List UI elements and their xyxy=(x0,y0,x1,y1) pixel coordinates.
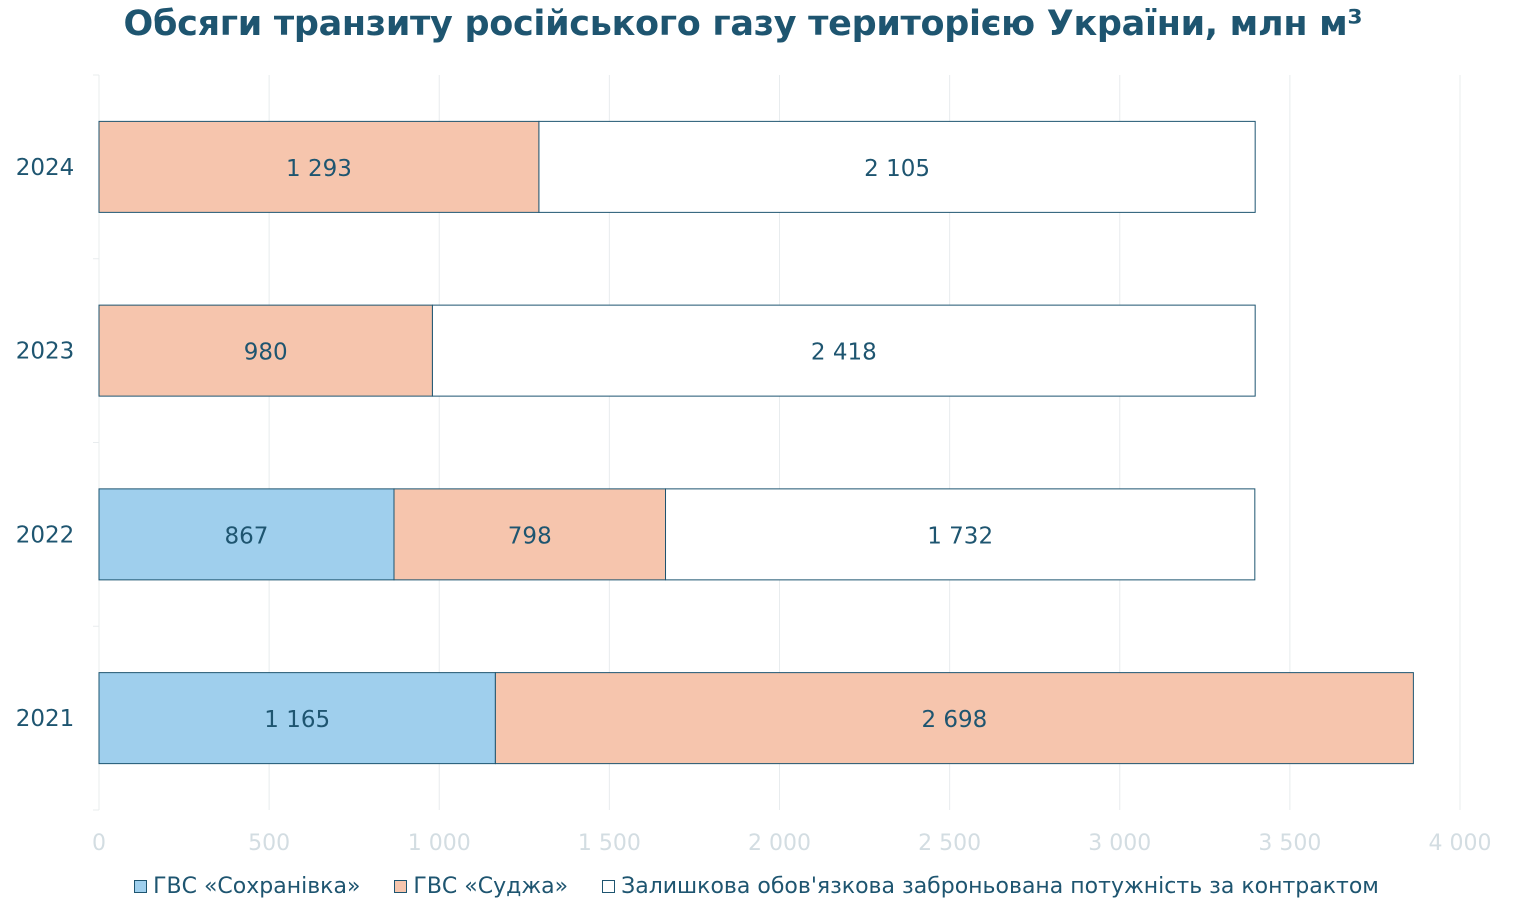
bar-data-label: 2 698 xyxy=(921,707,987,733)
bar-data-label: 867 xyxy=(225,523,269,549)
legend-label: ГВС «Суджа» xyxy=(413,874,569,899)
bar-data-label: 1 293 xyxy=(286,156,352,182)
bar-segment xyxy=(98,120,540,213)
bar-segment xyxy=(98,304,433,397)
bar-data-label: 798 xyxy=(508,523,552,549)
bar-data-label: 2 105 xyxy=(864,156,930,182)
bar-segment xyxy=(98,672,496,765)
legend-label: ГВС «Сохранівка» xyxy=(153,874,361,899)
x-tick-label: 0 xyxy=(92,831,106,856)
x-tick-label: 2 500 xyxy=(918,831,981,856)
y-category-label: 2021 xyxy=(16,706,75,732)
bar-segment xyxy=(494,672,1414,765)
legend-label: Залишкова обов'язкова заброньована потуж… xyxy=(621,874,1379,899)
legend-item: ГВС «Сохранівка» xyxy=(134,874,360,899)
bar-data-label: 1 732 xyxy=(927,523,993,549)
legend-swatch xyxy=(134,880,148,893)
x-tick-label: 500 xyxy=(248,831,290,856)
bar-segment xyxy=(393,488,667,581)
x-tick-label: 1 000 xyxy=(408,831,471,856)
legend-swatch xyxy=(394,880,408,893)
legend-item: Залишкова обов'язкова заброньована потуж… xyxy=(602,874,1379,899)
legend-swatch xyxy=(602,880,616,893)
bar-data-label: 1 165 xyxy=(264,707,330,733)
chart-title: Обсяги транзиту російського газу територ… xyxy=(123,4,1363,44)
x-tick-label: 3 000 xyxy=(1088,831,1151,856)
bar-segment xyxy=(665,488,1256,581)
legend: ГВС «Сохранівка» ГВС «Суджа» Залишкова обо… xyxy=(0,874,1513,899)
bar-segment xyxy=(431,304,1256,397)
legend-item: ГВС «Суджа» xyxy=(394,874,568,899)
x-tick-label: 1 500 xyxy=(578,831,641,856)
bar-segment xyxy=(538,120,1256,213)
x-tick-label: 4 000 xyxy=(1429,831,1492,856)
y-category-label: 2024 xyxy=(16,155,75,181)
x-tick-label: 3 500 xyxy=(1258,831,1321,856)
x-tick-label: 2 000 xyxy=(748,831,811,856)
bar-data-label: 2 418 xyxy=(811,340,877,366)
y-category-label: 2023 xyxy=(16,339,75,365)
bar-data-label: 980 xyxy=(244,340,288,366)
y-category-label: 2022 xyxy=(16,522,75,548)
